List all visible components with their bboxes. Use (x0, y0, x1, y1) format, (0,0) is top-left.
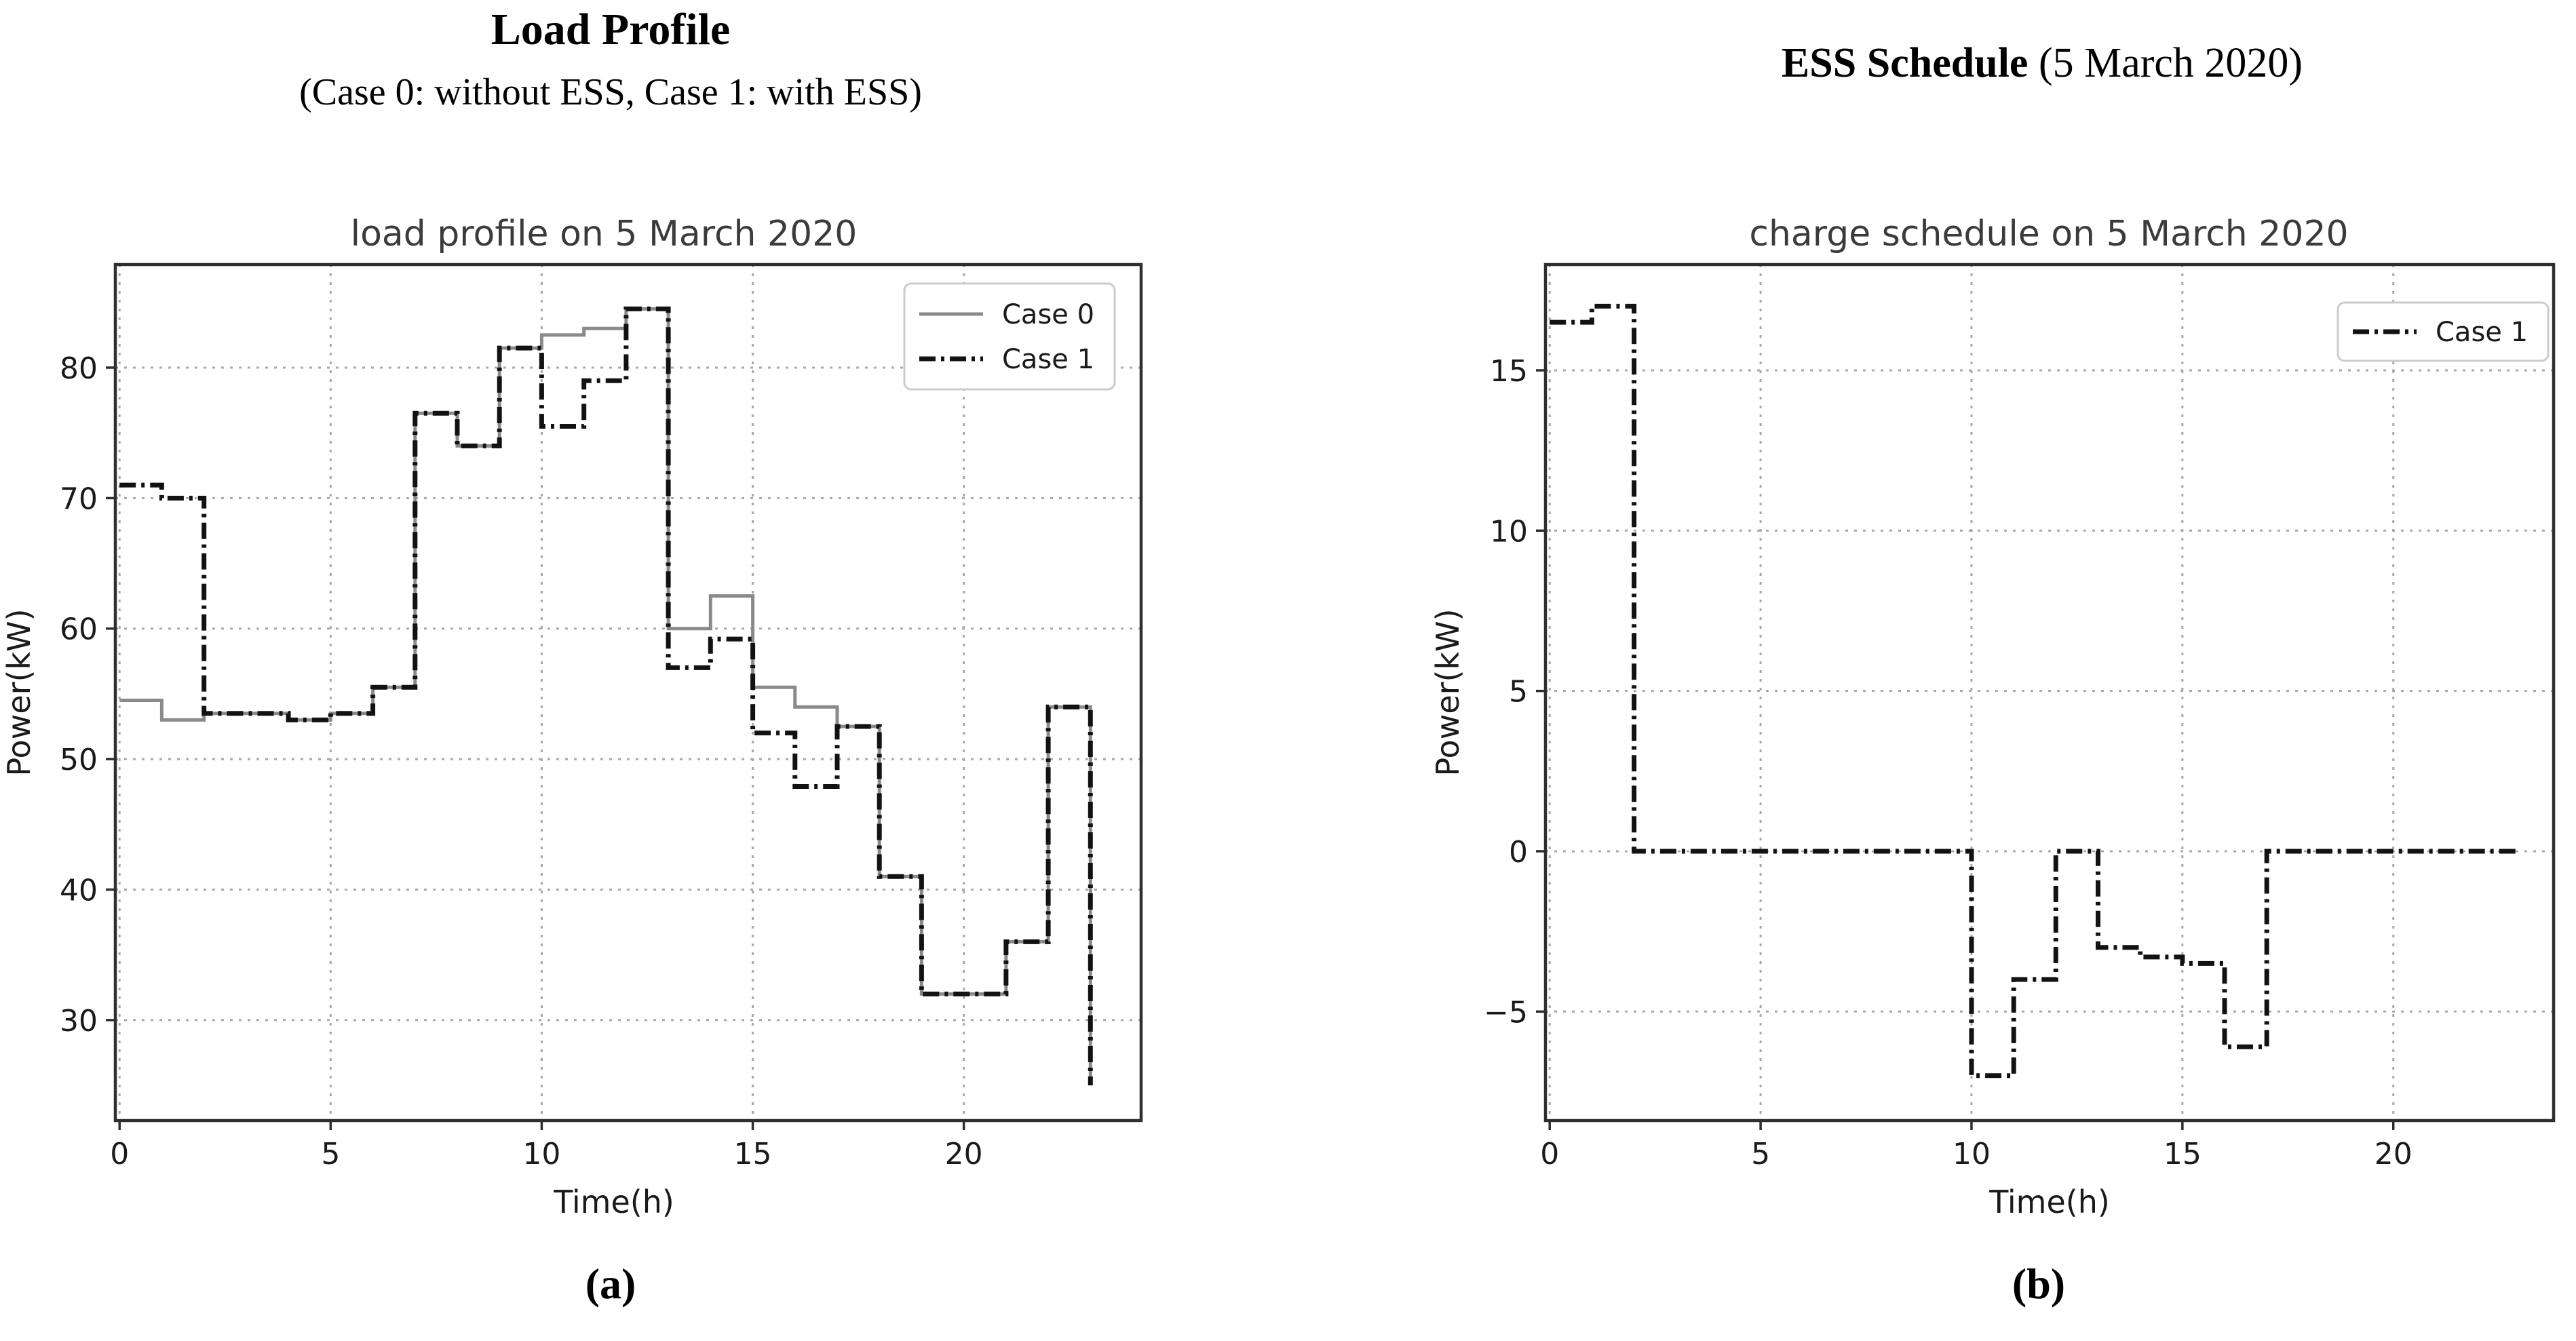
y-axis-label-a: Power(kW) (1, 608, 37, 776)
x-axis-label-a: Time(h) (553, 1184, 674, 1220)
legend-label: Case 0 (1002, 299, 1094, 330)
x-tick-label: 0 (110, 1137, 129, 1171)
series-line-case-0 (119, 307, 1092, 1086)
legend-label: Case 1 (1002, 344, 1094, 375)
x-tick-label: 0 (1540, 1137, 1559, 1171)
y-tick-label: 40 (60, 873, 98, 908)
x-tick-label: 10 (1953, 1137, 1991, 1171)
x-tick-label: 15 (2164, 1137, 2202, 1171)
caption-a: (a) (585, 1260, 636, 1308)
legend-label: Case 1 (2436, 317, 2528, 348)
figure-b-heading-rest: (5 March 2020) (2028, 40, 2303, 86)
x-tick-label: 10 (522, 1137, 560, 1171)
y-tick-label: 10 (1490, 514, 1528, 549)
axes-layer-b: 0 5 10 15 20 −5 0 5 10 15 (1484, 263, 2556, 1171)
figure-a-heading: Load Profile (491, 5, 731, 54)
y-tick-label: 80 (60, 351, 98, 386)
x-tick-label: 5 (321, 1137, 340, 1171)
grid-layer-b (1545, 265, 2554, 1121)
y-tick-label: 15 (1490, 354, 1528, 389)
plot-spine (1543, 263, 2556, 1123)
y-tick-label: 60 (60, 613, 98, 647)
plot-title-b: charge schedule on 5 March 2020 (1749, 214, 2348, 254)
figure-a-subheading: (Case 0: without ESS, Case 1: with ESS) (299, 71, 922, 113)
x-tick-label: 15 (734, 1137, 772, 1171)
y-tick-label: 5 (1509, 675, 1528, 710)
y-tick-label: 50 (60, 743, 98, 777)
legend-layer-a: Case 0 Case 1 (903, 282, 1116, 391)
plot-spine (113, 263, 1143, 1123)
x-tick-label: 20 (945, 1137, 983, 1171)
x-tick-label: 20 (2375, 1137, 2412, 1171)
caption-b: (b) (2012, 1260, 2066, 1308)
x-axis-label-b: Time(h) (1988, 1184, 2110, 1220)
grid-layer-a (115, 265, 1141, 1121)
plot-title-a: load profile on 5 March 2020 (351, 214, 858, 254)
y-tick-label: 30 (60, 1004, 98, 1038)
series-layer-a (119, 306, 1093, 1086)
y-tick-label: 70 (60, 482, 98, 516)
series-line-case-1 (119, 306, 1093, 1086)
x-tick-label: 5 (1751, 1137, 1770, 1171)
legend-box (903, 282, 1116, 391)
legend-layer-b: Case 1 (2337, 301, 2550, 362)
figure-b-heading: ESS Schedule (5 March 2020) (1601, 39, 2483, 88)
y-tick-label: −5 (1484, 995, 1528, 1030)
y-tick-label: 0 (1509, 835, 1528, 870)
axes-layer-a: 0 5 10 15 20 30 40 50 60 70 80 (60, 263, 1143, 1171)
legend-box (2337, 301, 2550, 362)
series-line-case-1 (1550, 303, 2520, 1078)
y-axis-label-b: Power(kW) (1429, 608, 1466, 776)
figure-b-heading-bold: ESS Schedule (1781, 40, 2029, 86)
series-layer-b (1550, 303, 2520, 1078)
